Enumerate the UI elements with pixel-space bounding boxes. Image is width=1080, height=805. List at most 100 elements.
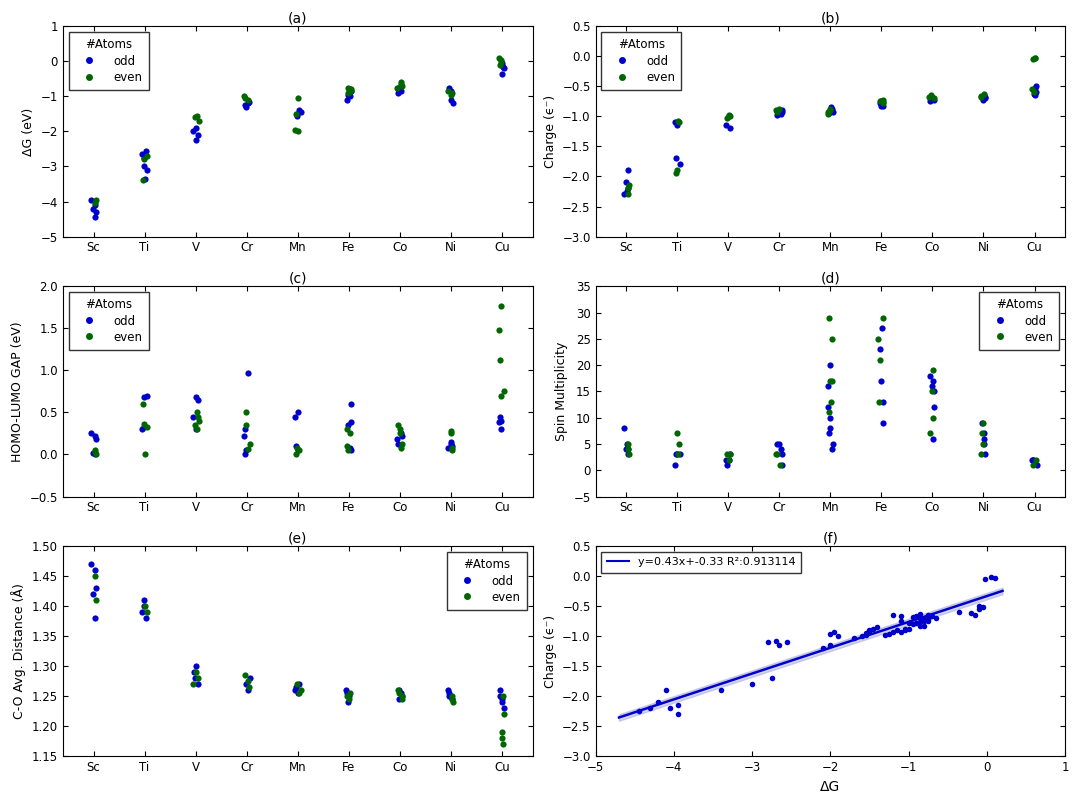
Point [391,427,408,440]
Point [1023,83,1040,96]
Point [916,620,933,633]
Point [235,90,253,103]
Point [185,678,202,691]
Point [137,172,154,185]
Point [667,448,685,461]
Point [658,684,675,697]
Point [904,611,921,624]
Point [392,77,409,90]
Point [187,122,204,134]
Point [1027,453,1044,466]
Point [291,678,308,691]
Point [1027,81,1044,94]
Point [339,444,356,456]
Point [286,684,303,697]
Point [341,441,359,454]
Point [824,374,841,387]
Point [923,380,941,393]
Point [241,681,258,694]
Point [137,448,154,461]
Point [921,369,939,382]
Point [491,690,509,703]
Point [189,129,206,142]
Point [389,81,406,94]
Point [721,122,739,135]
Point [619,443,636,456]
Point [861,625,878,638]
Point [1027,80,1044,93]
Point [620,182,637,195]
Point [239,93,256,106]
Point [962,607,980,620]
Point [440,81,457,94]
Point [976,89,994,101]
Point [912,608,929,621]
Point [926,401,943,414]
Point [134,398,151,411]
Point [971,603,988,616]
Point [494,59,511,72]
Point [444,696,461,709]
Point [814,642,832,654]
Point [896,622,914,635]
Point [389,419,406,431]
Point [670,115,687,128]
Point [896,624,914,637]
Point [821,427,838,440]
Point [392,85,409,97]
Point [241,672,258,685]
Point [87,205,105,218]
Y-axis label: Charge (ϵ⁻): Charge (ϵ⁻) [543,95,556,168]
Point [390,684,407,697]
Legend: odd, even: odd, even [69,32,149,90]
Point [134,174,151,187]
Point [617,443,634,456]
Point [235,430,253,443]
Point [769,448,786,461]
Point [619,185,636,198]
Point [393,690,410,703]
Point [86,199,104,212]
Point [136,151,153,164]
Point [393,430,410,443]
Point [671,158,688,171]
Point [892,625,909,638]
Point [189,672,206,685]
Point [496,385,513,398]
Point [912,616,929,629]
Point [924,364,942,377]
Point [912,612,929,625]
Point [134,423,151,436]
Point [773,459,791,472]
Point [289,125,307,138]
Point [240,97,257,109]
Point [490,416,508,429]
Point [869,332,887,345]
Point [821,312,838,324]
Point [442,89,459,101]
Point [82,193,99,206]
Point [338,690,355,703]
Point [822,104,839,117]
Point [916,614,933,627]
Point [667,152,685,165]
Point [341,427,359,440]
Point [880,627,897,640]
Point [976,90,994,103]
Point [926,385,943,398]
Point [342,85,360,97]
Y-axis label: ΔG (eV): ΔG (eV) [22,107,36,155]
Point [491,354,509,367]
Point [620,179,637,192]
Point [773,104,791,117]
Point [874,93,891,106]
Point [619,437,636,450]
Point [669,164,686,177]
Title: (c): (c) [288,271,307,285]
Point [288,687,306,700]
Point [492,389,510,402]
Point [872,374,889,387]
Point [237,99,254,112]
Point [779,636,796,649]
Point [974,416,991,429]
